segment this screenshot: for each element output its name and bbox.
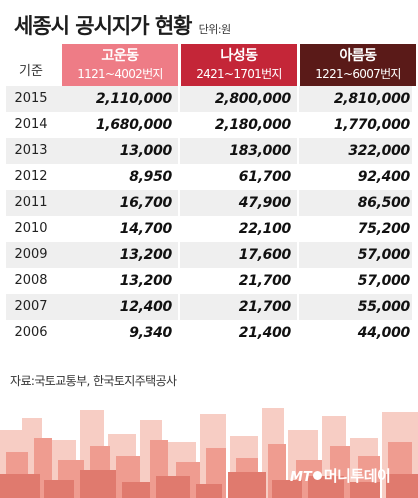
year-cell: 2015 bbox=[14, 91, 48, 106]
year-cell: 2010 bbox=[14, 221, 48, 236]
value-cell: 21,700 bbox=[238, 299, 292, 315]
skyline-building bbox=[196, 484, 222, 498]
value-cell: 2,110,000 bbox=[95, 91, 172, 107]
table-row: 2014 1,680,000 2,180,000 1,770,000 bbox=[6, 112, 412, 138]
table-row: 2006 9,340 21,400 44,000 bbox=[6, 320, 412, 346]
value-cell: 21,700 bbox=[238, 273, 292, 289]
column-divider bbox=[297, 86, 299, 346]
value-cell: 322,000 bbox=[348, 143, 410, 159]
year-column-header: 기준 bbox=[19, 64, 43, 79]
value-cell: 16,700 bbox=[119, 195, 173, 211]
skyline-building bbox=[0, 474, 40, 498]
value-cell: 21,400 bbox=[238, 325, 292, 341]
skyline-building bbox=[80, 470, 116, 498]
logo-name: 머니투데이 bbox=[323, 467, 391, 485]
value-cell: 17,600 bbox=[238, 247, 292, 263]
column-header-areum: 아름동 1221~6007번지 bbox=[300, 44, 416, 86]
value-cell: 183,000 bbox=[229, 143, 291, 159]
column-header-goun: 고운동 1121~4002번지 bbox=[62, 44, 178, 86]
value-cell: 1,770,000 bbox=[333, 117, 410, 133]
year-cell: 2009 bbox=[14, 247, 48, 262]
table-row: 2010 14,700 22,100 75,200 bbox=[6, 216, 412, 242]
value-cell: 92,400 bbox=[357, 169, 411, 185]
skyline-building bbox=[350, 482, 380, 498]
publisher-logo: MT 머니투데이 bbox=[290, 465, 391, 486]
column-header-name: 고운동 bbox=[101, 48, 139, 64]
year-cell: 2007 bbox=[14, 299, 48, 314]
city-skyline-illustration bbox=[0, 408, 418, 498]
value-cell: 61,700 bbox=[238, 169, 292, 185]
value-cell: 47,900 bbox=[238, 195, 292, 211]
value-cell: 75,200 bbox=[357, 221, 411, 237]
table-row: 2007 12,400 21,700 55,000 bbox=[6, 294, 412, 320]
table-row: 2011 16,700 47,900 86,500 bbox=[6, 190, 412, 216]
column-header-range: 2421~1701번지 bbox=[196, 67, 282, 81]
value-cell: 2,180,000 bbox=[214, 117, 291, 133]
value-cell: 13,200 bbox=[119, 247, 173, 263]
table-row: 2009 13,200 17,600 57,000 bbox=[6, 242, 412, 268]
table-row: 2015 2,110,000 2,800,000 2,810,000 bbox=[6, 86, 412, 112]
value-cell: 44,000 bbox=[357, 325, 411, 341]
unit-label: 단위:원 bbox=[198, 23, 232, 36]
year-cell: 2013 bbox=[14, 143, 48, 158]
year-cell: 2006 bbox=[14, 325, 48, 340]
column-header-range: 1221~6007번지 bbox=[315, 67, 401, 81]
value-cell: 22,100 bbox=[238, 221, 292, 237]
value-cell: 2,800,000 bbox=[214, 91, 291, 107]
logo-dot-icon bbox=[312, 471, 322, 480]
skyline-building bbox=[122, 482, 150, 498]
skyline-building bbox=[228, 472, 266, 498]
value-cell: 1,680,000 bbox=[95, 117, 172, 133]
value-cell: 57,000 bbox=[357, 247, 411, 263]
table-row: 2012 8,950 61,700 92,400 bbox=[6, 164, 412, 190]
logo-prefix: MT bbox=[290, 470, 312, 485]
skyline-building bbox=[308, 476, 344, 498]
column-header-range: 1121~4002번지 bbox=[77, 67, 163, 81]
column-header-naseong: 나성동 2421~1701번지 bbox=[181, 44, 297, 86]
column-header-name: 아름동 bbox=[339, 48, 377, 64]
source-note: 자료:국토교통부, 한국토지주택공사 bbox=[10, 374, 177, 388]
table-row: 2008 13,200 21,700 57,000 bbox=[6, 268, 412, 294]
value-cell: 12,400 bbox=[119, 299, 173, 315]
year-cell: 2008 bbox=[14, 273, 48, 288]
value-cell: 2,810,000 bbox=[333, 91, 410, 107]
value-cell: 8,950 bbox=[129, 169, 172, 185]
skyline-building bbox=[272, 480, 302, 498]
year-cell: 2012 bbox=[14, 169, 48, 184]
value-cell: 55,000 bbox=[357, 299, 411, 315]
value-cell: 14,700 bbox=[119, 221, 173, 237]
title-row: 세종시 공시지가 현황 단위:원 bbox=[14, 10, 231, 40]
year-cell: 2011 bbox=[14, 195, 48, 210]
value-cell: 13,000 bbox=[119, 143, 173, 159]
column-header-name: 나성동 bbox=[220, 48, 258, 64]
column-divider bbox=[178, 86, 180, 346]
skyline-building bbox=[44, 480, 74, 498]
year-cell: 2014 bbox=[14, 117, 48, 132]
skyline-building bbox=[386, 474, 418, 498]
value-cell: 86,500 bbox=[357, 195, 411, 211]
value-cell: 13,200 bbox=[119, 273, 173, 289]
skyline-building bbox=[156, 476, 190, 498]
value-cell: 57,000 bbox=[357, 273, 411, 289]
table-row: 2013 13,000 183,000 322,000 bbox=[6, 138, 412, 164]
page-title: 세종시 공시지가 현황 bbox=[14, 14, 193, 38]
value-cell: 9,340 bbox=[129, 325, 172, 341]
